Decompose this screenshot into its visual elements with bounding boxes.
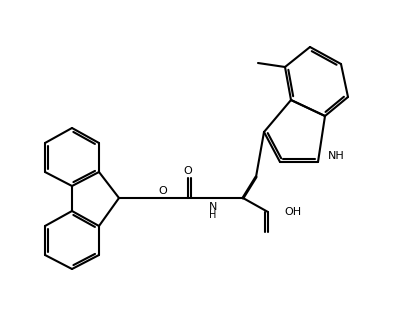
Text: O: O	[159, 186, 167, 196]
Text: NH: NH	[328, 151, 344, 161]
Text: N: N	[209, 202, 217, 212]
Text: OH: OH	[284, 207, 302, 217]
Text: O: O	[184, 166, 193, 176]
Text: H: H	[209, 210, 217, 220]
